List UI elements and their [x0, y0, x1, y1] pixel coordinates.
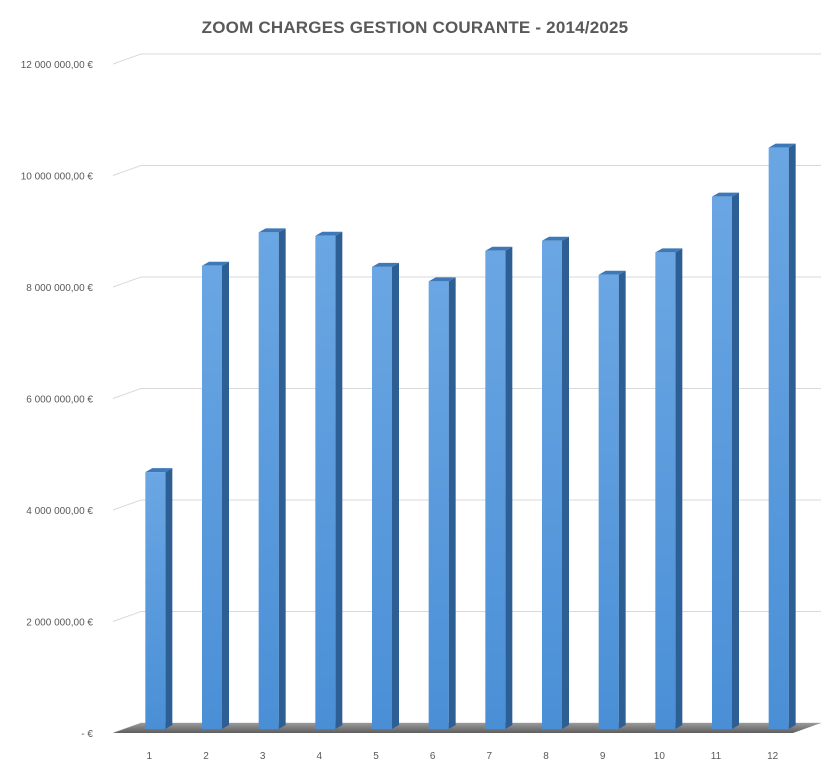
bar-front — [542, 240, 562, 729]
bar-side — [675, 248, 683, 730]
bar-top — [428, 277, 456, 282]
bar-front — [372, 266, 392, 729]
x-tick-label: 4 — [317, 751, 323, 762]
x-axis-ticks: 1 2 3 4 5 6 7 8 9 10 11 12 — [147, 751, 779, 762]
bar-top — [598, 270, 626, 275]
bar-top — [202, 261, 229, 266]
bar-top — [768, 143, 796, 148]
bar — [768, 143, 796, 730]
y-tick-label: 6 000 000,00 € — [26, 395, 93, 406]
bar-front — [258, 232, 279, 729]
bar-top — [145, 468, 173, 473]
bar-front — [712, 196, 732, 730]
bar — [202, 261, 229, 729]
x-tick-label: 10 — [654, 751, 666, 762]
gridline — [112, 165, 821, 176]
bar-top — [655, 248, 683, 253]
bar-top — [485, 246, 513, 251]
gridline — [112, 388, 821, 399]
bar-side — [562, 236, 569, 729]
bar — [655, 248, 683, 730]
chart-title: ZOOM CHARGES GESTION COURANTE - 2014/202… — [201, 18, 629, 37]
x-tick-label: 3 — [260, 751, 266, 762]
bar-side — [505, 246, 513, 729]
bar — [542, 236, 569, 729]
gridline — [112, 276, 821, 288]
bar-front — [428, 281, 449, 729]
y-axis-ticks: - € 2 000 000,00 € 4 000 000,00 € 6 000 000… — [21, 60, 94, 740]
bar-top — [258, 228, 286, 233]
bar — [258, 228, 286, 729]
bar-front — [145, 472, 166, 729]
bar-front — [485, 250, 506, 729]
x-tick-label: 8 — [543, 751, 549, 762]
chart-floor — [113, 723, 821, 733]
bar-side — [788, 143, 796, 730]
floor-shadow — [113, 723, 821, 733]
bar-front — [768, 147, 789, 730]
bar-side — [222, 261, 229, 729]
bar-side — [732, 192, 739, 730]
bar-top — [712, 192, 739, 197]
bar — [598, 270, 626, 729]
y-tick-label: 4 000 000,00 € — [26, 506, 93, 517]
x-tick-label: 6 — [430, 751, 436, 762]
x-tick-label: 7 — [487, 751, 493, 762]
bar — [428, 277, 456, 729]
bar — [712, 192, 739, 730]
bar-top — [372, 262, 399, 267]
bar-side — [392, 262, 399, 729]
x-tick-label: 9 — [600, 751, 606, 762]
x-tick-label: 1 — [147, 751, 153, 762]
bar-front — [655, 252, 676, 730]
bar — [372, 262, 399, 729]
x-tick-label: 5 — [373, 751, 379, 762]
bar-top — [315, 231, 343, 236]
bar — [485, 246, 513, 729]
y-tick-label: - € — [81, 729, 93, 740]
gridline — [112, 499, 821, 511]
bar-side — [278, 228, 286, 729]
bar-side — [335, 231, 343, 729]
y-tick-label: 8 000 000,00 € — [26, 283, 93, 294]
bar-top — [542, 236, 569, 241]
bars — [145, 143, 796, 730]
y-tick-label: 12 000 000,00 € — [21, 60, 94, 71]
y-tick-label: 2 000 000,00 € — [26, 618, 93, 629]
x-tick-label: 12 — [767, 751, 779, 762]
bar-front — [202, 265, 222, 729]
y-tick-label: 10 000 000,00 € — [21, 172, 94, 183]
bar — [145, 468, 173, 729]
x-tick-label: 2 — [203, 751, 209, 762]
x-tick-label: 11 — [711, 751, 722, 762]
bar-side — [618, 270, 626, 729]
gridline — [112, 611, 821, 622]
bar-front — [598, 274, 619, 729]
bar-front — [315, 235, 336, 729]
bar — [315, 231, 343, 729]
bar-side — [165, 468, 173, 729]
gridline — [112, 53, 821, 65]
bar-side — [448, 277, 456, 729]
